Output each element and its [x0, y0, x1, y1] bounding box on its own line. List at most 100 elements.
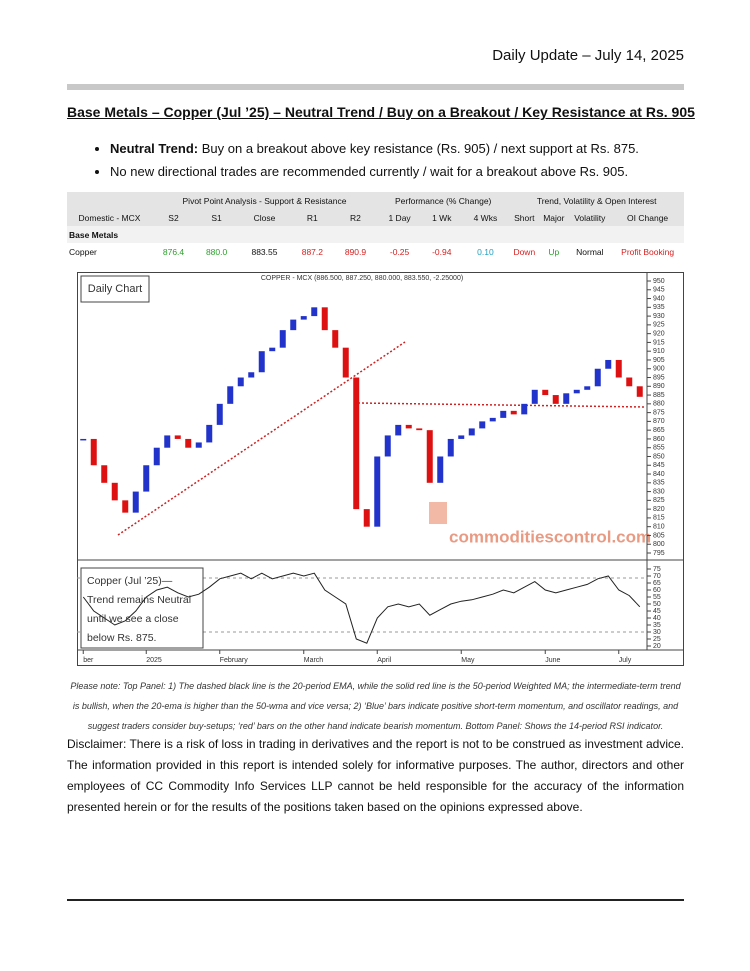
- candle: [206, 424, 213, 443]
- candle: [542, 389, 549, 396]
- table-cell: 880.0: [205, 246, 228, 257]
- candle: [153, 447, 160, 466]
- divider-bar: [67, 84, 684, 90]
- disclaimer: Disclaimer: There is a risk of loss in t…: [67, 737, 684, 814]
- x-tick-label: June: [545, 657, 560, 664]
- candle: [80, 438, 87, 441]
- candle: [531, 389, 538, 404]
- candle: [290, 319, 297, 331]
- y-tick-label: 880: [653, 401, 665, 408]
- x-tick-label: 2025: [146, 657, 162, 664]
- y-tick-label: 870: [653, 418, 665, 425]
- candle: [395, 424, 402, 436]
- y-tick-label: 65: [653, 580, 661, 587]
- candle: [521, 403, 528, 415]
- y-tick-label: 45: [653, 608, 661, 615]
- table-cell: Down: [513, 246, 536, 257]
- y-tick-label: 865: [653, 427, 665, 434]
- candle: [101, 465, 108, 483]
- candle: [111, 482, 118, 501]
- bullet-text: No new directional trades are recommende…: [110, 164, 629, 179]
- candle: [426, 430, 433, 483]
- candle: [185, 438, 192, 448]
- y-tick-label: 840: [653, 471, 665, 478]
- annotation: until we see a close: [87, 613, 179, 625]
- candle: [510, 410, 517, 415]
- x-tick-label: ber: [83, 657, 94, 664]
- y-tick-label: 890: [653, 383, 665, 390]
- candle: [458, 435, 465, 439]
- candle: [573, 389, 580, 394]
- y-tick-label: 55: [653, 594, 661, 601]
- annotation-box: [80, 567, 204, 649]
- group-header: Performance (% Change): [377, 192, 510, 209]
- y-tick-label: 925: [653, 322, 665, 329]
- candle: [447, 438, 454, 457]
- x-tick-label: March: [304, 657, 324, 664]
- column-header: OI Change: [611, 209, 684, 226]
- y-tick-label: 825: [653, 497, 665, 504]
- y-tick-label: 75: [653, 566, 661, 573]
- bullet: Neutral Trend: Buy on a breakout above k…: [110, 137, 639, 160]
- y-tick-label: 50: [653, 601, 661, 608]
- candle: [216, 403, 223, 425]
- table-cell: 887.2: [301, 246, 323, 257]
- rsi-line: [82, 572, 641, 644]
- y-tick-label: 935: [653, 304, 665, 311]
- y-tick-label: 910: [653, 348, 665, 355]
- candle: [374, 456, 381, 527]
- y-tick-label: 35: [653, 622, 661, 629]
- candle: [405, 424, 412, 429]
- y-tick-label: 25: [653, 636, 661, 643]
- y-tick-label: 855: [653, 445, 665, 452]
- y-tick-label: 895: [653, 374, 665, 381]
- y-tick-label: 795: [653, 550, 665, 557]
- column-header: Domestic - MCX: [67, 209, 152, 226]
- candle: [332, 330, 339, 348]
- y-tick-label: 920: [653, 330, 665, 337]
- label-box: [80, 275, 150, 303]
- y-tick-label: 905: [653, 357, 665, 364]
- y-tick-label: 860: [653, 436, 665, 443]
- candle: [248, 372, 255, 378]
- report-date: Daily Update – July 14, 2025: [492, 47, 684, 64]
- column-header: R1: [290, 209, 334, 226]
- candle: [489, 417, 496, 422]
- bullet-list: Neutral Trend: Buy on a breakout above k…: [88, 137, 639, 183]
- candle: [563, 393, 570, 404]
- column-header: 4 Wks: [461, 209, 510, 226]
- candle: [279, 330, 286, 348]
- y-tick-label: 885: [653, 392, 665, 399]
- candle: [363, 509, 370, 527]
- y-tick-label: 20: [653, 643, 661, 650]
- column-header: Volatility: [568, 209, 612, 226]
- bullet-text: Buy on a breakout above key resistance (…: [198, 141, 639, 156]
- price-chart: COPPER - MCX (886.500, 887.250, 880.000,…: [77, 272, 684, 666]
- heading: Base Metals – Copper (Jul ’25) – Neutral…: [67, 104, 695, 120]
- y-tick-label: 820: [653, 506, 665, 513]
- x-tick-label: February: [220, 657, 249, 664]
- column-header: S2: [151, 209, 196, 226]
- table-cell: Copper: [69, 246, 97, 257]
- column-header: Close: [238, 209, 291, 226]
- y-tick-label: 950: [653, 278, 665, 285]
- data-row: Copper 876.4 880.0 883.55 887.2 890.9 -0.25 -0.…: [67, 243, 684, 260]
- candle: [227, 386, 234, 404]
- candle: [605, 359, 612, 369]
- column-header: S1: [195, 209, 239, 226]
- y-tick-label: 835: [653, 480, 665, 487]
- candle: [437, 456, 444, 483]
- chart-note: Please note: Top Panel: 1) The dashed bl…: [70, 681, 681, 731]
- candle: [258, 351, 265, 373]
- table-cell: -0.25: [389, 246, 410, 257]
- candle: [122, 500, 129, 513]
- y-tick-label: 805: [653, 532, 665, 539]
- y-tick-label: 40: [653, 615, 661, 622]
- candle: [174, 435, 181, 439]
- y-tick-label: 940: [653, 295, 665, 302]
- x-tick-label: May: [461, 657, 475, 664]
- candle: [237, 377, 244, 387]
- section-label: Base Metals: [67, 226, 684, 243]
- table-cell: 890.9: [344, 246, 367, 257]
